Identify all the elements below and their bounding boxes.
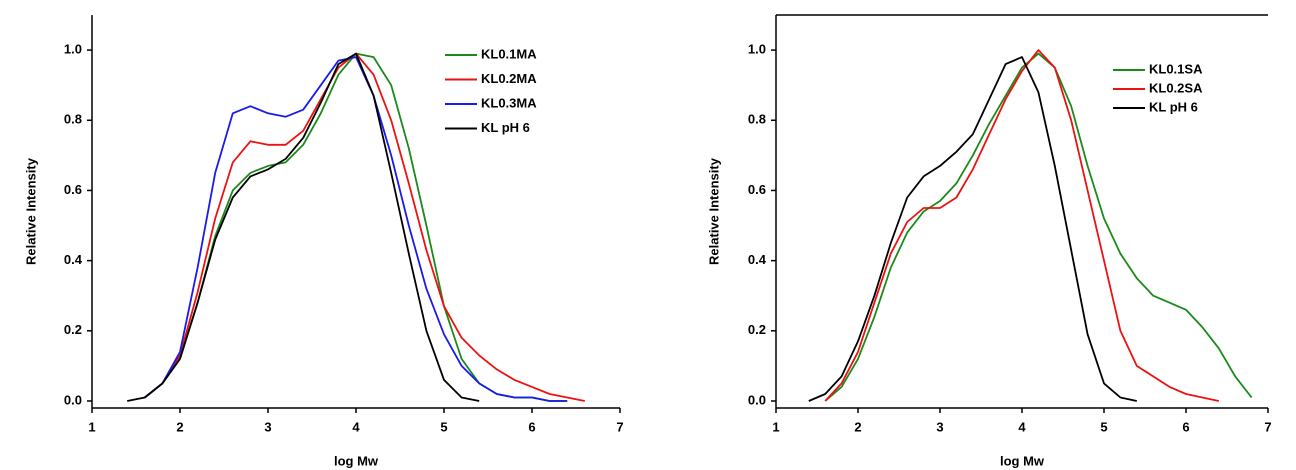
series-line	[824, 49, 1219, 402]
x-tick-label: 6	[528, 419, 535, 434]
y-tick-label: 0.4	[748, 252, 767, 267]
y-tick-label: 0.0	[748, 392, 766, 407]
x-axis-label: log Mw	[1000, 453, 1045, 468]
x-tick-label: 5	[1100, 419, 1107, 434]
x-axis-label: log Mw	[334, 453, 379, 468]
series-line	[824, 52, 1253, 402]
x-tick-label: 3	[936, 419, 943, 434]
y-tick-label: 0.4	[64, 252, 83, 267]
y-tick-label: 0.2	[64, 322, 82, 337]
legend-label: KL0.1SA	[1149, 61, 1203, 76]
y-tick-label: 1.0	[748, 42, 766, 57]
series-line	[127, 52, 480, 402]
x-tick-label: 7	[616, 419, 623, 434]
legend-label: KL0.3MA	[481, 95, 537, 110]
y-tick-label: 0.0	[64, 392, 82, 407]
x-tick-label: 6	[1182, 419, 1189, 434]
x-tick-label: 2	[854, 419, 861, 434]
x-tick-label: 1	[772, 419, 779, 434]
y-tick-label: 0.8	[64, 112, 82, 127]
x-tick-label: 1	[88, 419, 95, 434]
legend-label: KL0.1MA	[481, 46, 537, 61]
x-tick-label: 3	[264, 419, 271, 434]
legend-label: KL pH 6	[481, 120, 530, 135]
x-tick-label: 4	[352, 419, 360, 434]
y-tick-label: 1.0	[64, 42, 82, 57]
y-tick-label: 0.6	[64, 182, 82, 197]
y-axis-label: Relative Intensity	[706, 157, 721, 265]
legend-label: KL pH 6	[1149, 99, 1198, 114]
legend-label: KL0.2MA	[481, 71, 537, 86]
x-tick-label: 7	[1264, 419, 1271, 434]
series-line	[144, 56, 568, 402]
legend-label: KL0.2SA	[1149, 80, 1203, 95]
series-line	[144, 52, 585, 402]
y-axis-label: Relative Intensity	[23, 157, 38, 265]
series-line	[808, 56, 1137, 402]
y-tick-label: 0.6	[748, 182, 766, 197]
x-tick-label: 2	[176, 419, 183, 434]
y-tick-label: 0.2	[748, 322, 766, 337]
x-tick-label: 5	[440, 419, 447, 434]
x-tick-label: 4	[1018, 419, 1026, 434]
y-tick-label: 0.8	[748, 112, 766, 127]
